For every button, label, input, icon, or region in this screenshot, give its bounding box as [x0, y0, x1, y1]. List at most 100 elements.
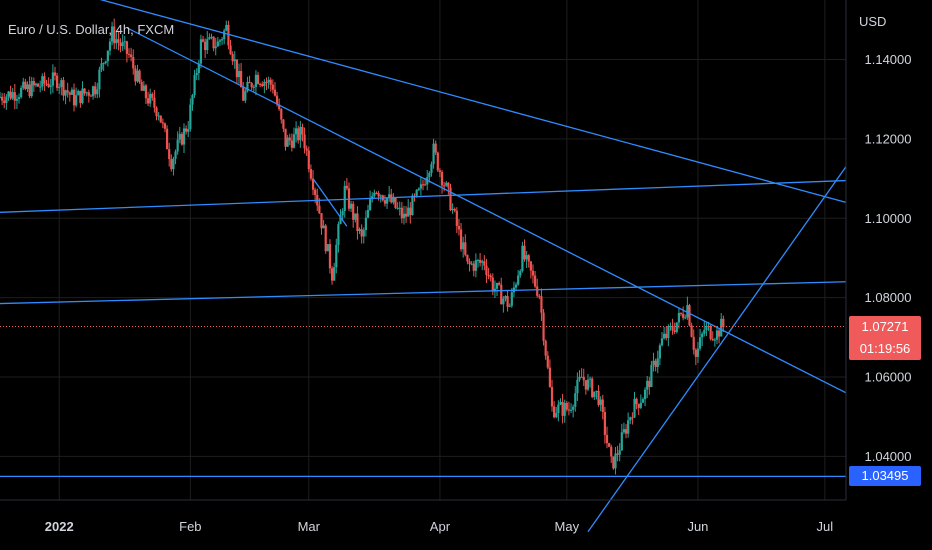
candle-body [288, 137, 291, 141]
time-tick-label: 2022 [45, 519, 74, 534]
candle-body [694, 349, 697, 357]
candle-body [292, 134, 296, 148]
candle-body [104, 61, 107, 64]
candle-body [671, 325, 674, 331]
candle-body [684, 317, 687, 319]
horizontal-level-label[interactable]: 1.03495 [849, 466, 921, 487]
trendline[interactable] [126, 27, 847, 394]
candle-body [151, 93, 154, 98]
candle-body [265, 81, 268, 83]
current-price-value: 1.07271 [861, 318, 909, 334]
candle-body [447, 182, 450, 188]
candle-body [138, 70, 141, 83]
candle-body [20, 87, 23, 98]
candle-body [474, 260, 477, 271]
candle-body [635, 398, 638, 405]
time-tick-label: Feb [179, 519, 201, 534]
candle-body [601, 399, 604, 413]
candle-body [117, 39, 120, 43]
trendlines[interactable] [0, 0, 847, 533]
trendline[interactable] [587, 166, 847, 533]
candle-body [246, 81, 249, 92]
trendline[interactable] [0, 281, 847, 305]
candle-body [307, 150, 310, 170]
candle-body [466, 254, 469, 262]
candle-body [108, 41, 112, 51]
trendline[interactable] [312, 178, 348, 227]
candle-body [11, 92, 14, 99]
candle-body [519, 271, 522, 276]
candle-body [358, 229, 361, 231]
candle-body [510, 292, 513, 306]
trendline[interactable] [0, 179, 847, 213]
candle-body [375, 192, 378, 194]
candle-body [629, 417, 632, 421]
candle-body [229, 45, 232, 55]
candle-body [206, 39, 209, 51]
candle-body [79, 90, 82, 104]
candle-body [43, 76, 46, 84]
candle-body [354, 213, 357, 220]
candle-body [696, 348, 700, 357]
candle-body [580, 376, 583, 378]
candle-body [656, 358, 659, 367]
time-axis[interactable]: 2022 Feb Mar Apr May Jun Jul [45, 519, 834, 534]
candle-body [646, 380, 649, 390]
time-tick-label: Apr [430, 519, 451, 534]
candle-body [356, 213, 359, 231]
candle-body [189, 104, 192, 130]
candle-body [96, 89, 99, 95]
trendline[interactable] [0, 0, 847, 204]
candle-body [605, 434, 609, 444]
candle-body [144, 85, 148, 99]
candle-body [438, 170, 442, 172]
candle-body [349, 203, 353, 209]
candle-body [584, 380, 587, 390]
candle-body [212, 36, 215, 49]
candle-body [320, 213, 323, 229]
candle-body [225, 24, 228, 31]
candle-body [514, 284, 518, 288]
candle-body [360, 229, 363, 237]
candle-body [136, 70, 139, 82]
candle-body [493, 288, 497, 292]
candle-body [47, 83, 50, 87]
candle-body [347, 188, 351, 209]
candle-body [30, 81, 33, 97]
candle-body [256, 74, 260, 84]
candle-body [595, 390, 598, 392]
candle-body [400, 207, 403, 219]
candle-body [102, 63, 105, 65]
candle-body [667, 326, 670, 339]
candle-body [22, 81, 25, 88]
candle-body [127, 53, 131, 55]
candle-body [364, 217, 367, 231]
candle-body [3, 100, 6, 104]
price-axis[interactable]: 1.14000 1.12000 1.10000 1.08000 1.06000 1.040… [865, 52, 912, 464]
candle-body [559, 401, 562, 405]
candle-body [620, 432, 623, 451]
candle-body [345, 185, 348, 189]
candle-body [502, 298, 505, 305]
candle-body [193, 75, 196, 96]
candle-body [170, 159, 173, 170]
candle-body [66, 90, 69, 93]
candle-body [597, 390, 600, 405]
candle-body [17, 97, 21, 99]
candle-body [531, 270, 535, 276]
candle-body [574, 393, 577, 407]
candle-body [523, 245, 526, 260]
time-tick-label: Mar [298, 519, 321, 534]
symbol-title[interactable]: Euro / U.S. Dollar, 4h, FXCM [8, 22, 175, 37]
candle-body [269, 79, 272, 85]
candle-body [89, 95, 93, 97]
candle-body [529, 261, 532, 271]
price-tick-label: 1.12000 [865, 131, 912, 146]
candle-body [185, 128, 188, 132]
candle-body [204, 41, 207, 51]
candle-body [299, 126, 302, 141]
candle-body [713, 339, 716, 341]
candle-body [295, 128, 298, 135]
